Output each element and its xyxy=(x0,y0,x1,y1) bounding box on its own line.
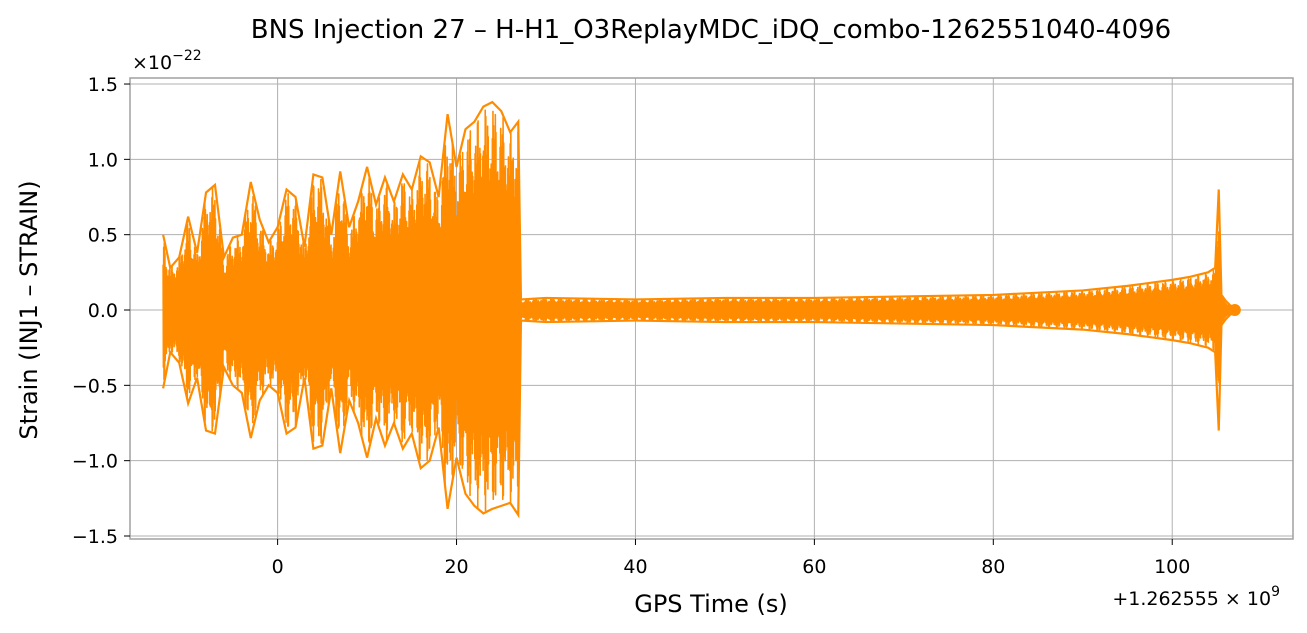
series-0-trace xyxy=(162,109,1236,513)
svg-text:×10−22: ×10−22 xyxy=(132,48,202,74)
chart-title: BNS Injection 27 – H-H1_O3ReplayMDC_iDQ_… xyxy=(251,15,1171,45)
x-tick-label-3: 60 xyxy=(802,556,826,578)
y-tick-label-4: 0.5 xyxy=(88,225,118,247)
y-axis-ticks: −1.5 −1.0 −0.5 0.0 0.5 1.0 1.5 xyxy=(72,74,130,548)
series-0-upper-envelope xyxy=(162,100,1236,309)
y-scale-multiplier: ×10−22 xyxy=(132,48,202,74)
y-axis-label: Strain (INJ1 – STRAIN) xyxy=(15,180,43,439)
x-tick-label-5: 100 xyxy=(1154,556,1190,578)
x-axis-label: GPS Time (s) xyxy=(634,590,788,618)
x-offset-exponent: 9 xyxy=(1271,584,1280,600)
series-0-endpoint xyxy=(1228,304,1241,317)
y-scale-exponent: −22 xyxy=(172,48,202,64)
data-series xyxy=(162,100,1241,519)
y-tick-label-1: −1.0 xyxy=(72,451,118,473)
y-tick-label-2: −0.5 xyxy=(72,375,118,397)
y-tick-label-5: 1.0 xyxy=(88,149,118,171)
y-tick-label-0: −1.5 xyxy=(72,526,118,548)
x-axis-ticks: 0 20 40 60 80 100 xyxy=(272,539,1190,578)
svg-text:+1.262555 × 109: +1.262555 × 109 xyxy=(1112,584,1280,610)
x-tick-label-0: 0 xyxy=(272,556,284,578)
series-0-lower-envelope xyxy=(162,311,1236,519)
x-offset-text: +1.262555 × 10 xyxy=(1112,588,1271,610)
y-tick-label-3: 0.0 xyxy=(88,300,118,322)
y-scale-text: ×10 xyxy=(132,52,172,74)
x-tick-label-1: 20 xyxy=(444,556,468,578)
y-tick-label-6: 1.5 xyxy=(88,74,118,96)
plot-frame xyxy=(129,77,1294,540)
x-tick-label-2: 40 xyxy=(623,556,647,578)
x-tick-label-4: 80 xyxy=(981,556,1005,578)
x-offset-label: +1.262555 × 109 xyxy=(1112,584,1280,610)
